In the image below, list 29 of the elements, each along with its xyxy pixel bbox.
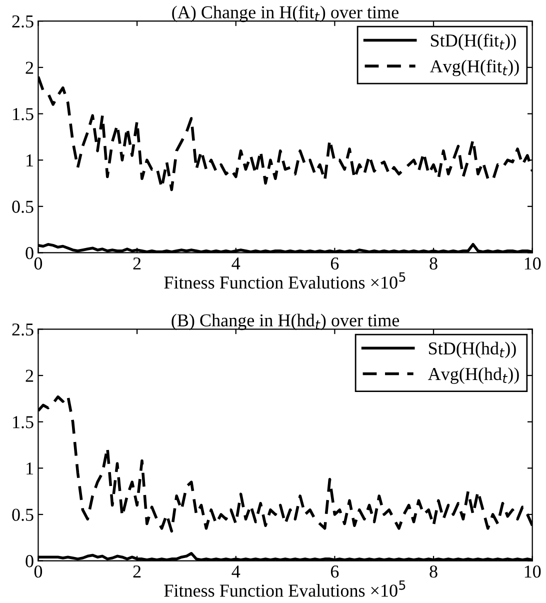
y-tick-label: 2: [26, 62, 34, 74]
legend-label: StD(H(fit$_{t}$)): [431, 34, 516, 50]
legend-label: Avg(H(fit$_{t}$)): [430, 60, 519, 76]
y-tick-label: 1.5: [13, 416, 34, 428]
x-tick-label: 2: [133, 566, 141, 578]
y-tick-label: 1: [26, 462, 33, 474]
x-tick-label: 6: [330, 257, 339, 270]
x-tick-label: 10: [524, 565, 541, 578]
y-tick-label: 2.5: [12, 323, 34, 336]
x-tick-label: 2: [133, 257, 141, 270]
y-tick-label: 2: [26, 370, 34, 382]
x-tick-label: 6: [330, 566, 339, 578]
y-tick-label: 0.5: [12, 508, 34, 521]
legend-label: StD(H(hd$_{t}$)): [429, 342, 516, 358]
y-tick-label: 0: [26, 555, 34, 568]
x-axis-title: Fitness Function Evalutions ×10$^{5}$: [164, 580, 406, 597]
y-tick-label: 0.5: [12, 200, 34, 213]
y-tick-label: 0: [26, 246, 34, 260]
chart-title: (B) Change in H(hd$_{t}$) over time: [172, 314, 400, 330]
legend-label: Avg(H(hd$_{t}$)): [428, 367, 519, 384]
y-tick-label: 1: [26, 154, 33, 166]
x-axis-title: Fitness Function Evalutions ×10$^{5}$: [164, 272, 406, 289]
x-tick-label: 8: [430, 565, 438, 578]
x-tick-label: 4: [232, 566, 240, 578]
x-tick-label: 4: [232, 258, 240, 270]
y-tick-label: 2.5: [12, 15, 34, 28]
x-tick-label: 8: [430, 257, 438, 270]
x-tick-label: 10: [524, 257, 541, 270]
y-tick-label: 1.5: [13, 108, 34, 120]
